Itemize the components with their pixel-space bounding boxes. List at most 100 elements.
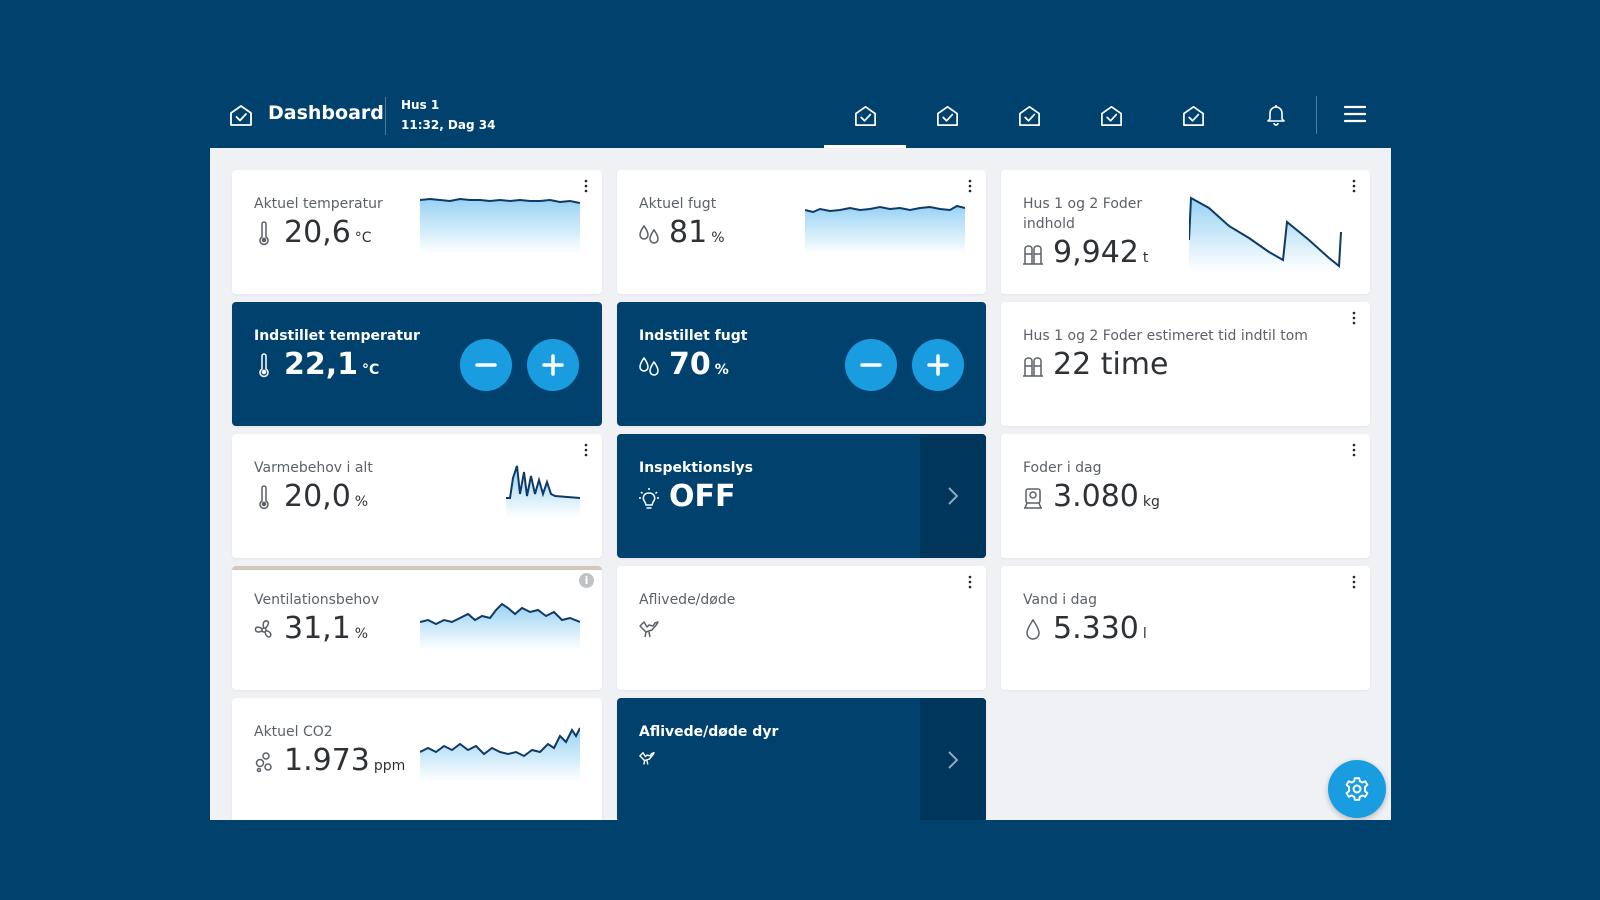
thermometer-icon (259, 221, 269, 246)
card-value: 3.080 kg (1053, 479, 1160, 514)
increase-humidity-button[interactable] (912, 339, 964, 391)
card-label: Vand i dag (1023, 592, 1097, 608)
silo-icon (1023, 245, 1043, 265)
card-label: Hus 1 og 2 Foder indhold (1023, 196, 1143, 232)
humidity-drops-icon (639, 356, 659, 376)
decrease-humidity-button[interactable] (845, 339, 897, 391)
heat-demand-sparkline (506, 465, 580, 518)
plus-icon (542, 354, 564, 376)
chevron-right-icon (948, 751, 959, 769)
bird-icon (639, 621, 659, 638)
card-foder-estimeret-tid[interactable]: Hus 1 og 2 Foder estimeret tid indtil to… (1001, 302, 1370, 426)
card-value: 20,6 °C (284, 215, 372, 250)
temperature-sparkline (420, 197, 580, 254)
co2-sparkline (420, 727, 580, 782)
tab-house-1[interactable] (824, 82, 906, 148)
decrease-temperature-button[interactable] (460, 339, 512, 391)
silo-icon (1023, 357, 1043, 377)
more-options-icon[interactable] (584, 443, 588, 457)
tab-house-2[interactable] (906, 82, 988, 148)
open-detail-button[interactable] (920, 698, 986, 820)
tab-house-5[interactable] (1152, 82, 1234, 148)
dashboard-app: Dashboard Hus 1 11:32, Dag 34 Aktuel tem… (210, 82, 1391, 820)
more-options-icon[interactable] (968, 575, 972, 589)
card-aktuel-co2[interactable]: Aktuel CO2 1.973 ppm (232, 698, 602, 820)
card-value: 20,0% (284, 479, 369, 514)
card-foder-i-dag[interactable]: Foder i dag 3.080 kg (1001, 434, 1370, 558)
card-varmebehov[interactable]: Varmebehov i alt 20,0% (232, 434, 602, 558)
minus-icon (475, 363, 497, 367)
card-value: 70% (669, 347, 729, 382)
card-label: Foder i dag (1023, 460, 1102, 476)
thermometer-icon (259, 353, 269, 378)
plus-icon (927, 354, 949, 376)
light-bulb-icon (639, 488, 659, 509)
card-value: 22,1 °C (284, 347, 380, 382)
hamburger-menu-icon[interactable] (1343, 102, 1367, 126)
more-options-icon[interactable] (1352, 575, 1356, 589)
tab-house-3[interactable] (988, 82, 1070, 148)
tab-house-4[interactable] (1070, 82, 1152, 148)
card-label: Aflivede/døde (639, 592, 736, 608)
feed-sparkline (1189, 196, 1342, 272)
card-indstillet-temperatur[interactable]: Indstillet temperatur 22,1 °C (232, 302, 602, 426)
info-icon[interactable]: i (579, 573, 594, 588)
card-label: Hus 1 og 2 Foder estimeret tid indtil to… (1023, 328, 1308, 344)
house-check-icon (936, 105, 958, 126)
house-check-icon (1100, 105, 1122, 126)
card-label: Aktuel fugt (639, 196, 717, 212)
more-options-icon[interactable] (584, 179, 588, 193)
chevron-right-icon (948, 487, 959, 505)
card-value: 81% (669, 215, 725, 250)
card-aktuel-fugt[interactable]: Aktuel fugt 81% (617, 170, 986, 294)
card-label: Inspektionslys (639, 460, 754, 476)
bird-icon (639, 752, 655, 765)
card-value: 22 time (1053, 347, 1169, 382)
card-ventilationsbehov[interactable]: Ventilationsbehov 31,1% i (232, 566, 602, 690)
card-label: Aktuel CO2 (254, 724, 333, 740)
fan-icon (254, 620, 272, 638)
house-check-icon (854, 105, 876, 126)
gear-icon (1345, 777, 1369, 801)
more-options-icon[interactable] (1352, 443, 1356, 457)
bell-icon[interactable] (1264, 102, 1288, 126)
card-value: 31,1% (284, 611, 369, 646)
card-value: 9,942 t (1053, 235, 1149, 270)
card-foder-indhold[interactable]: Hus 1 og 2 Foder indhold 9,942 t (1001, 170, 1370, 294)
card-indstillet-fugt[interactable]: Indstillet fugt 70% (617, 302, 986, 426)
more-options-icon[interactable] (968, 179, 972, 193)
open-detail-button[interactable] (920, 434, 986, 558)
ventilation-sparkline (420, 602, 580, 650)
card-inspektionslys[interactable]: Inspektionslys OFF (617, 434, 986, 558)
more-options-icon[interactable] (1352, 311, 1356, 325)
humidity-drops-icon (639, 224, 659, 244)
card-aflivede-doede[interactable]: Aflivede/døde (617, 566, 986, 690)
feed-scale-icon (1024, 488, 1042, 509)
settings-button[interactable] (1328, 760, 1386, 818)
increase-temperature-button[interactable] (527, 339, 579, 391)
card-label: Aktuel temperatur (254, 196, 383, 212)
card-label: Indstillet temperatur (254, 328, 420, 344)
house-name: Hus 1 (401, 98, 440, 112)
card-label: Ventilationsbehov (254, 592, 380, 608)
card-label: Aflivede/døde dyr (639, 724, 779, 740)
card-value: 5.330 l (1053, 611, 1147, 646)
house-check-icon (1182, 105, 1204, 126)
humidity-sparkline (805, 204, 965, 254)
card-label: Indstillet fugt (639, 328, 748, 344)
card-value: 1.973 ppm (284, 743, 406, 778)
house-check-icon (1018, 105, 1040, 126)
minus-icon (860, 363, 882, 367)
more-options-icon[interactable] (1352, 179, 1356, 193)
house-check-icon[interactable] (228, 102, 254, 128)
time-day: 11:32, Dag 34 (401, 118, 496, 132)
card-aktuel-temperatur[interactable]: Aktuel temperatur 20,6 °C (232, 170, 602, 294)
card-aflivede-doede-dyr[interactable]: Aflivede/døde dyr (617, 698, 986, 820)
card-status-bar (232, 566, 602, 570)
header-divider (1316, 96, 1317, 134)
header-divider (385, 97, 386, 135)
water-drop-icon (1026, 618, 1040, 640)
card-label: Varmebehov i alt (254, 460, 373, 476)
thermometer-icon (259, 485, 269, 510)
card-vand-i-dag[interactable]: Vand i dag 5.330 l (1001, 566, 1370, 690)
